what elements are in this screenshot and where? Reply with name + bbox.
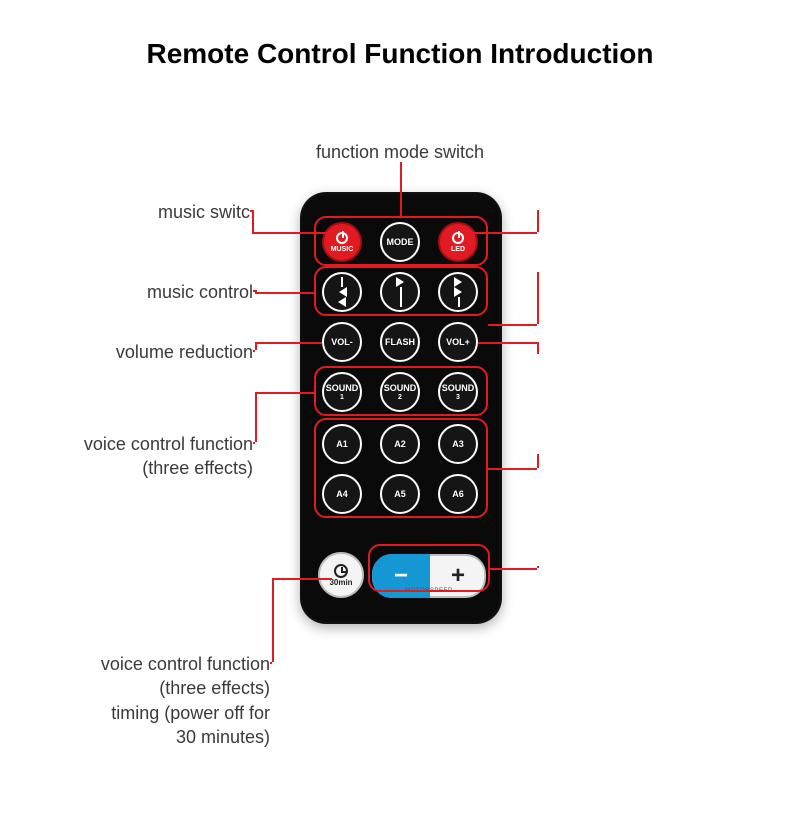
- c-voice2: voice control function (three effects) t…: [101, 652, 270, 749]
- c-mode: function mode switch: [0, 140, 800, 164]
- leader-line: [253, 442, 255, 444]
- leader-line: [272, 578, 274, 662]
- sound1[interactable]: SOUND1: [322, 372, 362, 412]
- leader-line: [270, 662, 272, 664]
- triangle-right-icon: [454, 277, 462, 287]
- a1-label: A1: [336, 440, 348, 449]
- sound3[interactable]: SOUND3: [438, 372, 478, 412]
- bar-icon: [458, 297, 460, 307]
- power-icon: [452, 232, 464, 244]
- prev[interactable]: [322, 272, 362, 312]
- a1[interactable]: A1: [322, 424, 362, 464]
- music-power[interactable]: MUSIC: [322, 222, 362, 262]
- leader-line: [255, 342, 257, 350]
- sound3-label: SOUND: [442, 384, 475, 393]
- leader-line: [253, 290, 255, 292]
- sound2-label: SOUND: [384, 384, 417, 393]
- c-vol-down: volume reduction: [116, 340, 253, 364]
- triangle-right-icon: [454, 287, 462, 297]
- vol-minus-label: VOL-: [331, 338, 353, 347]
- c-music-control: music control: [147, 280, 253, 304]
- vol-minus[interactable]: VOL-: [322, 322, 362, 362]
- sound1-sublabel: 1: [340, 394, 344, 401]
- bar-icon: [400, 287, 402, 297]
- playpause[interactable]: [380, 272, 420, 312]
- flash[interactable]: FLASH: [380, 322, 420, 362]
- sound1-label: SOUND: [326, 384, 359, 393]
- leader-line: [537, 272, 539, 324]
- a6[interactable]: A6: [438, 474, 478, 514]
- clock-icon: [334, 564, 348, 578]
- a4[interactable]: A4: [322, 474, 362, 514]
- triangle-left-icon: [338, 297, 346, 307]
- leader-line: [537, 454, 539, 468]
- a2[interactable]: A2: [380, 424, 420, 464]
- a4-label: A4: [336, 490, 348, 499]
- timer-30min[interactable]: 30min: [318, 552, 364, 598]
- mode-label: MODE: [387, 238, 414, 247]
- a5-label: A5: [394, 490, 406, 499]
- a6-label: A6: [452, 490, 464, 499]
- leader-line: [537, 566, 539, 568]
- next[interactable]: [438, 272, 478, 312]
- leader-line: [255, 392, 257, 442]
- vol-plus-label: VOL+: [446, 338, 470, 347]
- mode[interactable]: MODE: [380, 222, 420, 262]
- page-title: Remote Control Function Introduction: [0, 38, 800, 70]
- motorspeed-label: MOTORSPEED: [372, 588, 486, 594]
- sound3-sublabel: 3: [456, 394, 460, 401]
- leader-line: [537, 342, 539, 354]
- c-voice1: voice control function (three effects): [84, 432, 253, 481]
- led-power[interactable]: LED: [438, 222, 478, 262]
- bar-icon: [341, 277, 343, 287]
- timer-label: 30min: [329, 579, 352, 587]
- leader-line: [255, 290, 257, 292]
- led-power-label: LED: [451, 246, 465, 253]
- flash-label: FLASH: [385, 338, 415, 347]
- leader-line: [537, 210, 539, 232]
- a3[interactable]: A3: [438, 424, 478, 464]
- leader-line: [252, 210, 254, 232]
- c-music-switch: music switc: [158, 200, 250, 224]
- a5[interactable]: A5: [380, 474, 420, 514]
- leader-line: [250, 210, 252, 212]
- bar-icon: [400, 297, 402, 307]
- triangle-right-icon: [396, 277, 404, 287]
- sound2[interactable]: SOUND2: [380, 372, 420, 412]
- a3-label: A3: [452, 440, 464, 449]
- music-power-label: MUSIC: [331, 246, 354, 253]
- vol-plus[interactable]: VOL+: [438, 322, 478, 362]
- power-icon: [336, 232, 348, 244]
- triangle-left-icon: [339, 287, 347, 297]
- leader-line: [253, 350, 255, 352]
- a2-label: A2: [394, 440, 406, 449]
- sound2-sublabel: 2: [398, 394, 402, 401]
